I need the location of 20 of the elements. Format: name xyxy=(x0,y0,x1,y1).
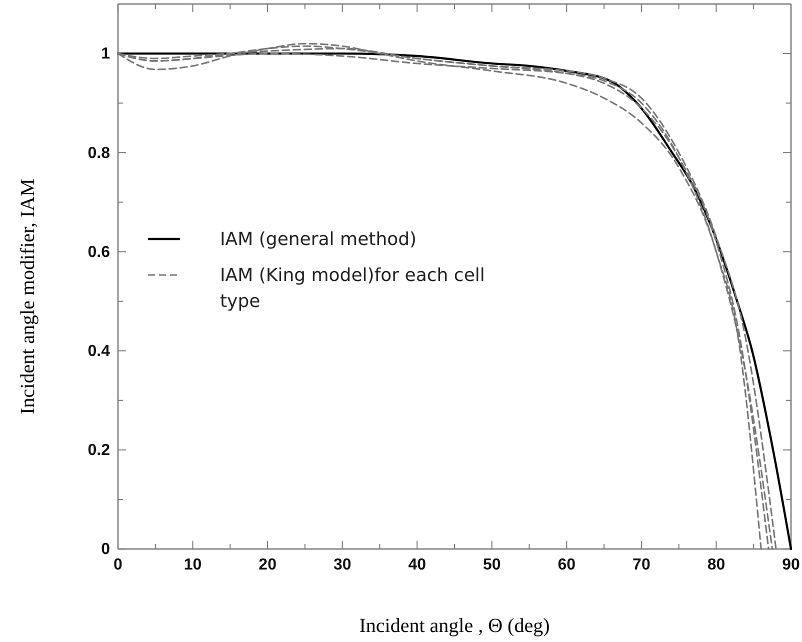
x-tick-label: 90 xyxy=(782,556,800,574)
x-tick-label: 70 xyxy=(632,556,650,574)
x-tick-label: 80 xyxy=(707,556,726,574)
x-tick-label: 10 xyxy=(184,556,202,574)
x-axis-title: Incident angle , Θ (deg) xyxy=(359,615,550,637)
x-tick-label: 50 xyxy=(482,556,501,574)
x-tick-label: 20 xyxy=(258,556,277,574)
y-tick-label: 0.4 xyxy=(88,342,110,360)
x-tick-label: 0 xyxy=(114,556,123,574)
y-tick-label: 0 xyxy=(101,541,110,558)
y-tick-label: 0.6 xyxy=(88,244,110,261)
y-tick-label: 0.2 xyxy=(88,442,110,460)
legend-label: IAM (King model)for each cell type xyxy=(220,265,485,312)
y-tick-label: 0.8 xyxy=(88,144,110,162)
x-tick-label: 40 xyxy=(408,556,426,574)
legend-label: IAM (general method) xyxy=(220,229,417,250)
x-tick-label: 60 xyxy=(558,556,576,574)
y-tick-label: 1 xyxy=(101,46,110,63)
x-tick-label: 30 xyxy=(333,556,352,574)
y-axis-title: Incident angle modifier, IAM xyxy=(17,178,39,414)
